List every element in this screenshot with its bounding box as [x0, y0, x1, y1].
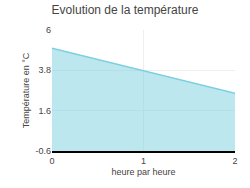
- svg-text:Evolution de la température: Evolution de la température: [52, 3, 199, 17]
- svg-text:0: 0: [49, 156, 54, 166]
- svg-text:2: 2: [232, 156, 237, 166]
- svg-text:6: 6: [46, 25, 51, 35]
- svg-text:1: 1: [141, 156, 146, 166]
- svg-text:1.6: 1.6: [38, 106, 51, 116]
- svg-text:Température en °C: Température en °C: [21, 52, 31, 128]
- svg-text:heure par heure: heure par heure: [111, 167, 175, 177]
- svg-text:-0.6: -0.6: [35, 146, 51, 156]
- svg-text:3.8: 3.8: [38, 65, 51, 75]
